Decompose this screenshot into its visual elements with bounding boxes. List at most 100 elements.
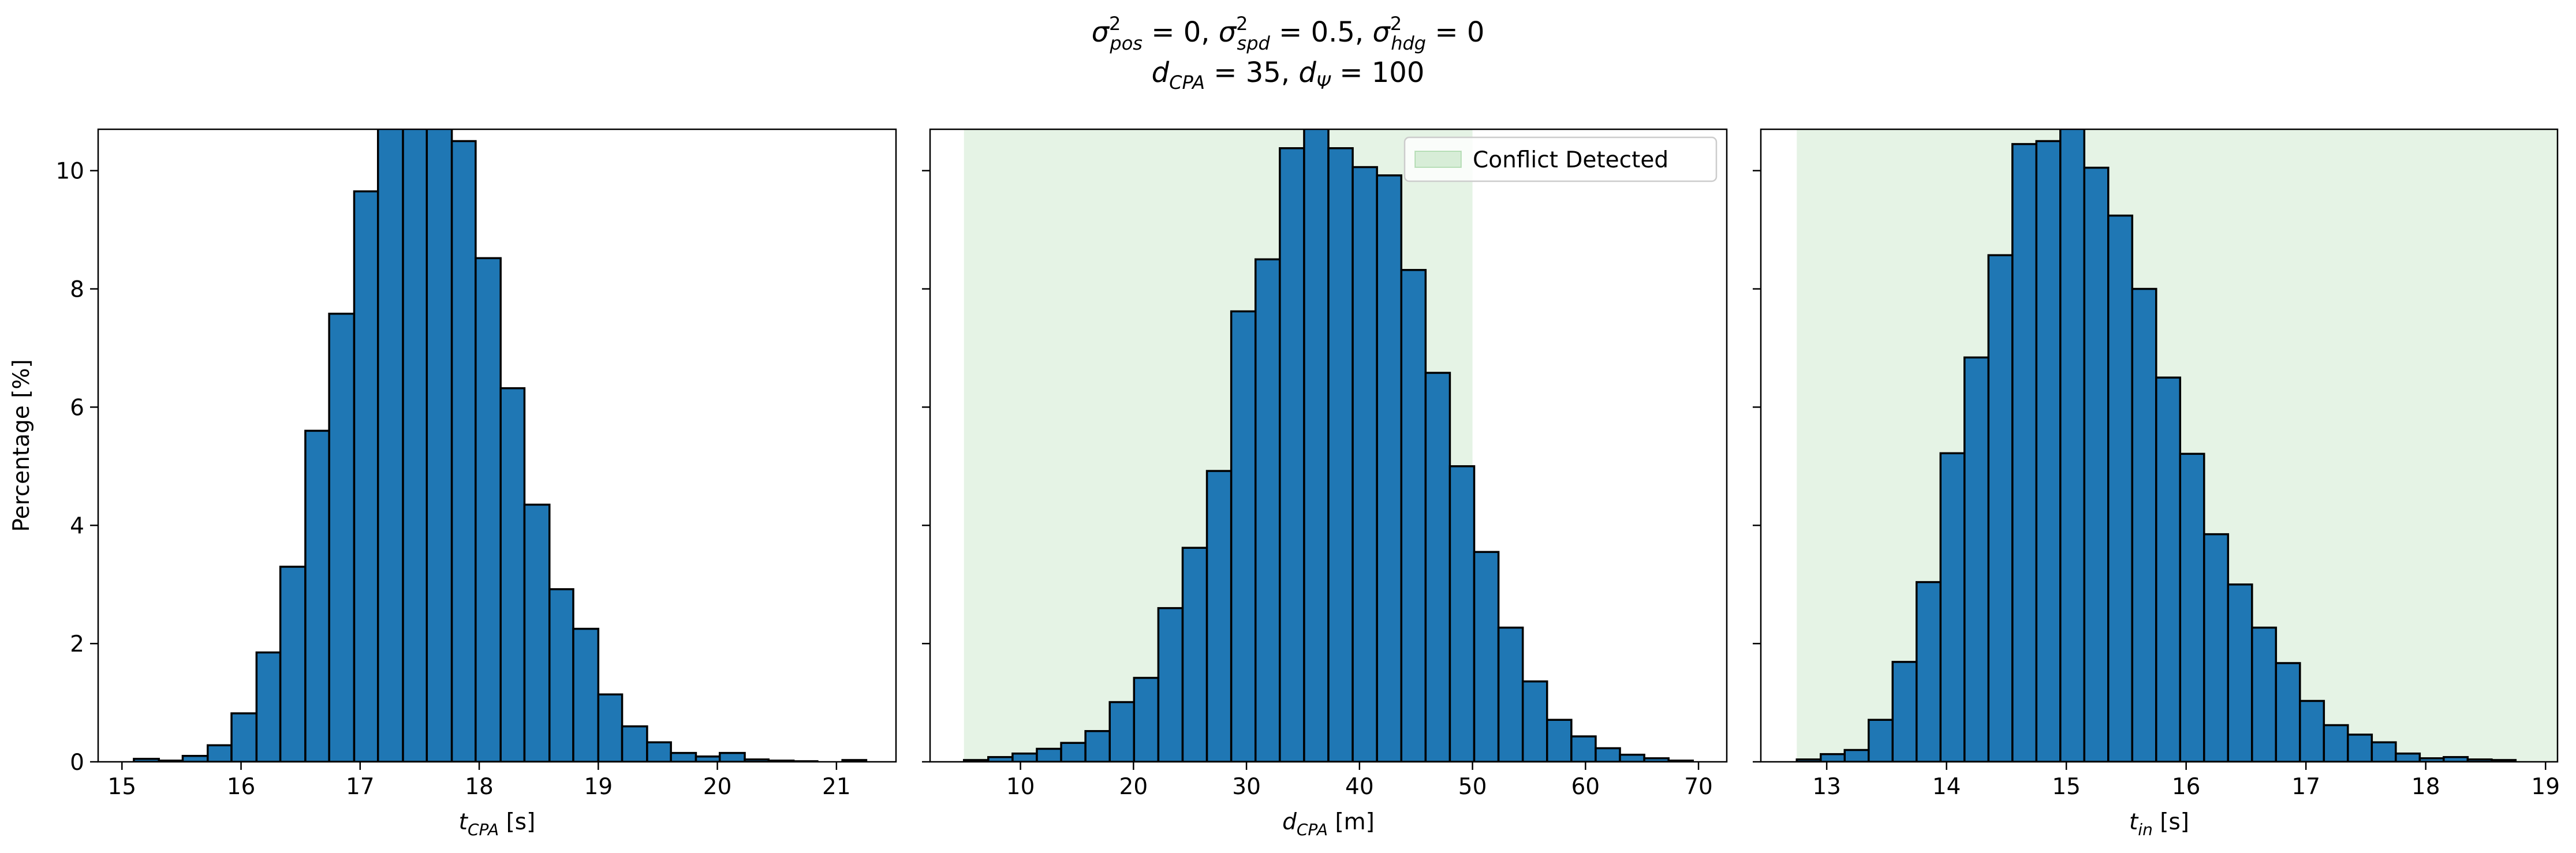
histogram-bar bbox=[646, 741, 672, 762]
x-tick-label: 13 bbox=[1812, 774, 1841, 800]
histogram-bar bbox=[1327, 147, 1354, 762]
histogram-bar bbox=[1570, 735, 1597, 762]
title-superscript: 2 bbox=[1236, 13, 1248, 35]
histogram-bar bbox=[1060, 742, 1087, 762]
x-tick-label: 21 bbox=[822, 774, 851, 800]
histogram-bar bbox=[1595, 747, 1621, 762]
histogram-bar bbox=[1108, 701, 1136, 762]
y-tick-label: 0 bbox=[70, 750, 84, 776]
histogram-bar bbox=[1254, 258, 1281, 762]
histogram-bar bbox=[1963, 356, 1990, 762]
x-tick-label: 17 bbox=[346, 774, 375, 800]
title-line-2: dCPA = 35, dΨ = 100 bbox=[1152, 57, 1425, 93]
histogram-bar bbox=[1376, 174, 1403, 762]
histogram-bar bbox=[1011, 752, 1038, 762]
histogram-bar bbox=[841, 759, 868, 762]
histogram-bar bbox=[2059, 129, 2086, 762]
histogram-bar bbox=[718, 751, 746, 762]
subplot-2: 10 20 30 40 50 60 70 dCPA [m] Conflict Detected bbox=[922, 128, 1728, 839]
axes-frame bbox=[97, 128, 897, 763]
histogram-bar bbox=[1352, 166, 1378, 762]
histogram-bar bbox=[2491, 759, 2517, 762]
histogram-bar bbox=[2323, 724, 2349, 762]
histogram-bar bbox=[2347, 734, 2373, 762]
histogram-bar bbox=[328, 312, 356, 762]
x-axis-label: tin [s] bbox=[2129, 809, 2189, 839]
histogram-bar bbox=[1843, 749, 1870, 762]
x-tick-label: 15 bbox=[2052, 774, 2081, 800]
histogram-bar bbox=[1868, 719, 1894, 762]
histogram-bar bbox=[523, 503, 551, 762]
histogram-bar bbox=[670, 751, 697, 762]
histogram-bar bbox=[1987, 254, 2014, 762]
histogram-bar bbox=[1133, 676, 1160, 762]
y-axis-label: Percentage [%] bbox=[9, 359, 35, 532]
histogram-bar bbox=[376, 129, 404, 762]
x-axis-label: dCPA [m] bbox=[1282, 809, 1375, 839]
histogram-bar bbox=[2275, 662, 2301, 762]
legend-label: Conflict Detected bbox=[1473, 147, 1668, 173]
histogram-bar bbox=[1891, 661, 1918, 762]
axes-frame bbox=[929, 128, 1728, 763]
histogram-bar bbox=[207, 744, 233, 762]
histogram-bar bbox=[2395, 752, 2421, 762]
x-tick-label: 19 bbox=[2531, 774, 2560, 800]
y-tick-label: 10 bbox=[55, 159, 84, 185]
histogram-bar bbox=[1497, 626, 1524, 762]
subplots: 15 16 17 18 19 20 21 0 2 4 6 8 10 tCPA [s] Percentage … bbox=[9, 128, 2560, 839]
histogram-bar bbox=[402, 129, 428, 762]
histogram-bar bbox=[1157, 607, 1184, 762]
title-superscript: 2 bbox=[1390, 13, 1402, 35]
histogram-bar bbox=[1939, 452, 1966, 762]
histogram-bar bbox=[1279, 147, 1305, 762]
legend: Conflict Detected bbox=[1403, 136, 1718, 182]
histogram-bar bbox=[695, 755, 721, 762]
histogram-bar bbox=[1205, 470, 1233, 762]
x-tick-label: 14 bbox=[1932, 774, 1961, 800]
histogram-bar bbox=[1400, 269, 1427, 762]
histogram-bar bbox=[279, 566, 307, 762]
histogram-bar bbox=[2370, 741, 2397, 762]
histogram-bar bbox=[2227, 583, 2253, 762]
title-line-1: σ2 pos = 0, σ2 spd = 0.5, σ2 hdg = 0 bbox=[1092, 13, 1485, 54]
histogram-bar bbox=[1546, 719, 1573, 762]
histogram-bar bbox=[1820, 753, 1846, 762]
histogram-bar bbox=[1448, 465, 1476, 762]
histogram-bar bbox=[304, 429, 330, 762]
histogram-bar bbox=[1303, 129, 1330, 762]
histogram-bar bbox=[1036, 747, 1062, 762]
histogram-bar bbox=[353, 190, 379, 762]
plot-area bbox=[1795, 129, 2558, 762]
histogram-bar bbox=[1473, 551, 1500, 762]
histogram-bar bbox=[2011, 143, 2038, 762]
histogram-bar bbox=[1916, 581, 1942, 762]
histogram-bar bbox=[2251, 626, 2278, 762]
histogram-bar bbox=[1424, 372, 1451, 762]
legend-swatch bbox=[1414, 151, 1462, 168]
y-tick-label: 8 bbox=[70, 277, 84, 303]
x-tick-label: 17 bbox=[2291, 774, 2320, 800]
x-tick-label: 60 bbox=[1571, 774, 1600, 800]
histogram-bar bbox=[181, 755, 209, 762]
axes-frame bbox=[1760, 128, 2559, 763]
y-tick-label: 4 bbox=[70, 513, 84, 539]
plot-area bbox=[133, 129, 868, 762]
histogram-bar bbox=[425, 129, 453, 762]
title-superscript: 2 bbox=[1109, 13, 1121, 35]
x-tick-label: 20 bbox=[1119, 774, 1148, 800]
legend-box bbox=[1403, 136, 1718, 182]
histogram-bar bbox=[2035, 140, 2062, 762]
histogram-bar bbox=[1084, 729, 1111, 762]
histogram-bar bbox=[2179, 452, 2205, 762]
subplot-1: 15 16 17 18 19 20 21 0 2 4 6 8 10 tCPA [s] Percentage … bbox=[9, 128, 897, 839]
histogram-bar bbox=[597, 693, 624, 762]
x-tick-label: 15 bbox=[107, 774, 136, 800]
x-tick-label: 18 bbox=[2411, 774, 2440, 800]
histogram-bar bbox=[1619, 753, 1645, 762]
x-tick-label: 16 bbox=[227, 774, 256, 800]
y-tick-label: 2 bbox=[70, 631, 84, 657]
x-tick-label: 70 bbox=[1684, 774, 1713, 800]
x-axis-label: tCPA [s] bbox=[459, 809, 536, 839]
